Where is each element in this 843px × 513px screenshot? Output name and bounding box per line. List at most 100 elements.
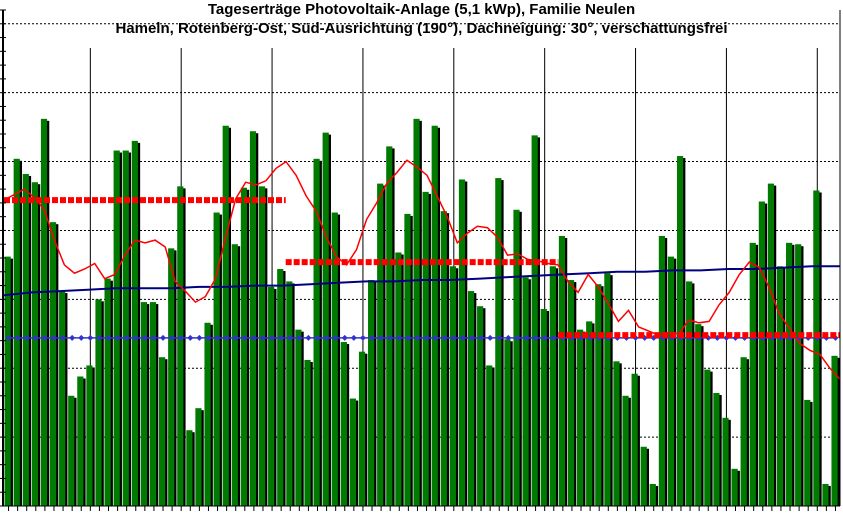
- reference-point: [96, 334, 103, 341]
- bar: [286, 281, 293, 506]
- reference-point: [496, 334, 503, 341]
- reference-point: [296, 334, 303, 341]
- bar: [113, 150, 120, 507]
- reference-point: [141, 334, 148, 341]
- bar: [740, 357, 747, 506]
- reference-point: [114, 334, 121, 341]
- bar: [413, 118, 420, 506]
- bar: [695, 324, 702, 506]
- bar: [204, 322, 211, 506]
- bar: [440, 211, 447, 506]
- reference-point: [359, 334, 366, 341]
- bar: [822, 483, 829, 506]
- reference-point: [205, 334, 212, 341]
- reference-point: [50, 334, 57, 341]
- daily-yield-bars: [4, 118, 840, 507]
- chart-title: Tageserträge Photovoltaik-Anlage (5,1 kW…: [207, 1, 636, 18]
- reference-point: [332, 334, 339, 341]
- reference-point: [5, 334, 12, 341]
- bar: [68, 395, 75, 506]
- bar: [40, 118, 48, 506]
- reference-point: [169, 334, 176, 341]
- bar: [722, 417, 729, 506]
- bar: [522, 277, 529, 506]
- reference-point: [250, 334, 257, 341]
- reference-point: [160, 334, 167, 341]
- bar: [395, 252, 402, 506]
- bar: [122, 150, 129, 507]
- bar: [95, 299, 102, 506]
- bar: [704, 369, 711, 506]
- reference-point: [541, 334, 548, 341]
- bar: [431, 125, 438, 506]
- reference-point: [432, 334, 439, 341]
- bar: [549, 266, 556, 506]
- bar: [268, 286, 275, 506]
- bar: [304, 359, 311, 506]
- bar: [186, 430, 193, 506]
- bar: [786, 242, 793, 506]
- reference-point: [478, 334, 485, 341]
- bar: [277, 269, 284, 506]
- bar: [13, 158, 20, 507]
- reference-point: [423, 334, 430, 341]
- bar: [595, 284, 602, 506]
- reference-point: [187, 334, 194, 341]
- axes: [0, 9, 841, 511]
- reference-point: [150, 334, 157, 341]
- reference-point: [532, 334, 539, 341]
- bar: [404, 213, 411, 506]
- bar: [613, 361, 620, 506]
- reference-point: [487, 334, 494, 341]
- bar: [795, 244, 802, 506]
- bar: [604, 273, 611, 506]
- reference-point: [468, 334, 475, 341]
- reference-point: [441, 334, 448, 341]
- bar: [758, 201, 765, 506]
- reference-point: [459, 334, 466, 341]
- bar: [322, 132, 329, 506]
- reference-point: [14, 334, 21, 341]
- bar: [804, 399, 811, 506]
- bar: [486, 365, 493, 506]
- bar: [340, 342, 347, 506]
- bar: [586, 321, 593, 506]
- bar: [686, 281, 693, 506]
- bar: [422, 191, 429, 506]
- bar: [622, 395, 629, 506]
- bar: [177, 186, 184, 506]
- bar: [240, 187, 247, 506]
- bar: [658, 235, 665, 506]
- bar: [776, 266, 784, 506]
- bar: [577, 329, 584, 506]
- reference-point: [550, 334, 557, 341]
- reference-point: [41, 334, 48, 341]
- bar: [77, 376, 84, 506]
- bar: [313, 158, 320, 507]
- bar: [4, 256, 11, 506]
- bar: [377, 183, 384, 506]
- bar: [531, 135, 538, 506]
- bar: [59, 291, 66, 506]
- reference-point: [323, 334, 330, 341]
- reference-point: [450, 334, 457, 341]
- reference-point: [378, 334, 385, 341]
- reference-point: [241, 334, 248, 341]
- reference-point: [196, 334, 203, 341]
- reference-point: [69, 334, 76, 341]
- bar: [749, 242, 756, 506]
- reference-point: [32, 334, 39, 341]
- reference-point: [269, 334, 276, 341]
- bar: [213, 212, 220, 507]
- bar: [513, 209, 520, 506]
- reference-point: [259, 334, 266, 341]
- bar: [667, 256, 675, 506]
- bar: [331, 212, 338, 507]
- reference-point: [60, 334, 67, 341]
- reference-point: [405, 334, 412, 341]
- bar: [86, 365, 93, 506]
- bar: [731, 468, 738, 506]
- reference-point: [278, 334, 285, 341]
- bar: [168, 248, 175, 506]
